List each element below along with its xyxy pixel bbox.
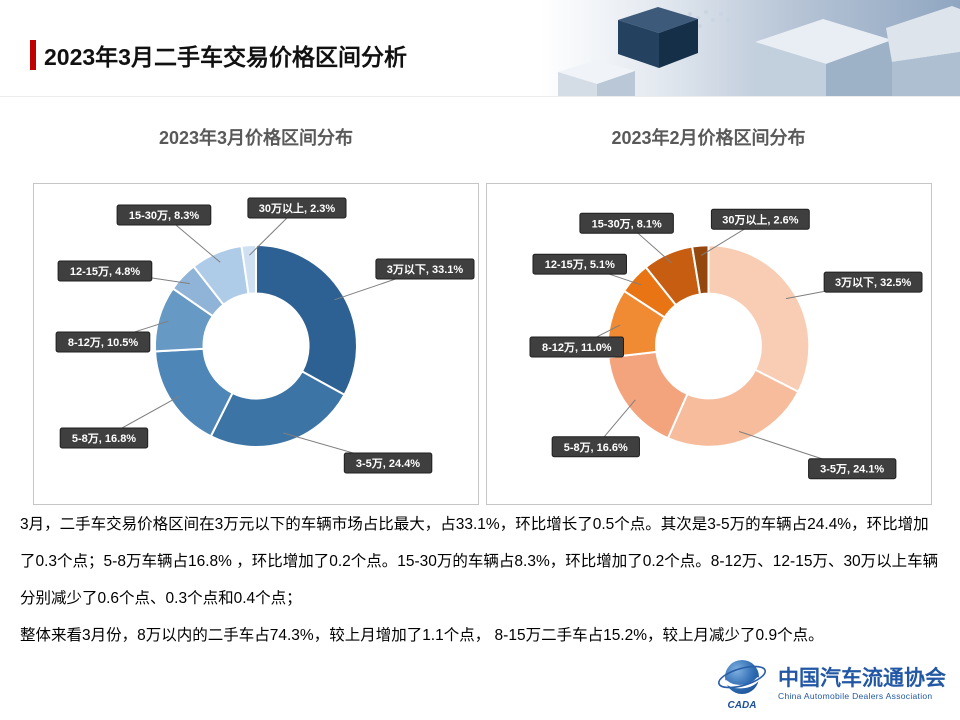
svg-text:8-12万, 10.5%: 8-12万, 10.5% [68,336,139,349]
analysis-paragraph-1: 3月，二手车交易价格区间在3万元以下的车辆市场占比最大，占33.1%，环比增长了… [20,516,939,607]
chart-box-march: 3万以下, 33.1% 3-5万, 24.4% 5-8万, 16.8% 8-12万, … [33,183,479,505]
title-accent-bar [30,40,36,70]
donut-slice [240,243,257,296]
logo-orbit-ring [718,665,766,689]
slice-label: 3-5万, 24.4% [343,452,433,474]
slice-label: 30万以上, 2.3% [247,197,347,219]
donut-slice [255,243,358,397]
donut-slice [707,244,811,394]
org-name-block: 中国汽车流通协会 China Automobile Dealers Associ… [778,667,946,701]
svg-text:3-5万, 24.4%: 3-5万, 24.4% [356,457,420,470]
org-name-cn: 中国汽车流通协会 [778,666,946,690]
donut-slice [666,368,800,448]
donut-chart-feb: 3万以下, 32.5% 3-5万, 24.1% 5-8万, 16.6% 8-12万, … [529,208,923,480]
slice-label: 3-5万, 24.1% [808,458,897,480]
svg-text:30万以上, 2.6%: 30万以上, 2.6% [722,212,798,226]
slice-label: 12-15万, 4.8% [57,260,153,282]
chart-title-feb: 2023年2月价格区间分布 [611,128,806,148]
cube-dark-icon [618,7,698,68]
svg-text:3-5万, 24.1%: 3-5万, 24.1% [820,463,884,476]
logo-text: CADA [728,700,757,711]
svg-text:3万以下, 33.1%: 3万以下, 33.1% [387,263,464,276]
chart-box-feb: 3万以下, 32.5% 3-5万, 24.1% 5-8万, 16.6% 8-12万, … [486,183,932,505]
donut-slice [209,370,346,448]
slice-label: 8-12万, 10.5% [55,331,151,353]
svg-text:5-8万, 16.6%: 5-8万, 16.6% [564,441,628,454]
cube-small-icon [558,60,635,96]
svg-text:15-30万, 8.1%: 15-30万, 8.1% [592,217,662,230]
donut-slice [690,244,710,296]
slice-label: 12-15万, 5.1% [532,253,627,275]
slice-label: 30万以上, 2.6% [710,208,810,230]
slice-label: 3万以下, 33.1% [375,258,475,280]
slice-label: 5-8万, 16.6% [551,436,640,458]
slice-label: 15-30万, 8.3% [116,204,212,226]
slice-label: 3万以下, 32.5% [823,271,923,293]
chart-title-march: 2023年3月价格区间分布 [158,128,354,148]
svg-text:12-15万, 4.8%: 12-15万, 4.8% [70,265,141,278]
org-name-en: China Automobile Dealers Association [778,691,933,702]
svg-text:30万以上, 2.3%: 30万以上, 2.3% [259,201,336,215]
svg-text:15-30万, 8.3%: 15-30万, 8.3% [129,209,200,222]
cube-light-large-icon [755,19,892,96]
analysis-paragraph-2: 整体来看3月份，8万以内的二手车占74.3%，较上月增加了1.1个点， 8-15… [20,627,824,644]
header-banner-graphic [540,0,960,96]
page-title: 2023年3月二手车交易价格区间分析 [44,44,407,70]
analysis-text: 3月，二手车交易价格区间在3万元以下的车辆市场占比最大，占33.1%，环比增长了… [20,506,942,654]
cube-right-icon [886,6,960,96]
slice-label: 5-8万, 16.8% [59,427,149,449]
header: 2023年3月二手车交易价格区间分析 [0,0,960,97]
slice-label: 8-12万, 11.0% [529,336,624,358]
svg-text:3万以下, 32.5%: 3万以下, 32.5% [835,276,911,289]
slice-label: 15-30万, 8.1% [579,212,674,234]
svg-text:8-12万, 11.0%: 8-12万, 11.0% [542,341,612,354]
logo-globe [725,660,759,694]
cada-logo-icon: CADA [718,660,766,711]
footer-logo: CADA 中国汽车流通协会 China Automobile Dealers A… [716,656,946,712]
svg-text:5-8万, 16.8%: 5-8万, 16.8% [72,432,136,445]
svg-text:12-15万, 5.1%: 12-15万, 5.1% [545,258,615,271]
map-dots-decoration [681,10,730,28]
donut-chart-march: 3万以下, 33.1% 3-5万, 24.4% 5-8万, 16.8% 8-12万, … [55,197,475,474]
